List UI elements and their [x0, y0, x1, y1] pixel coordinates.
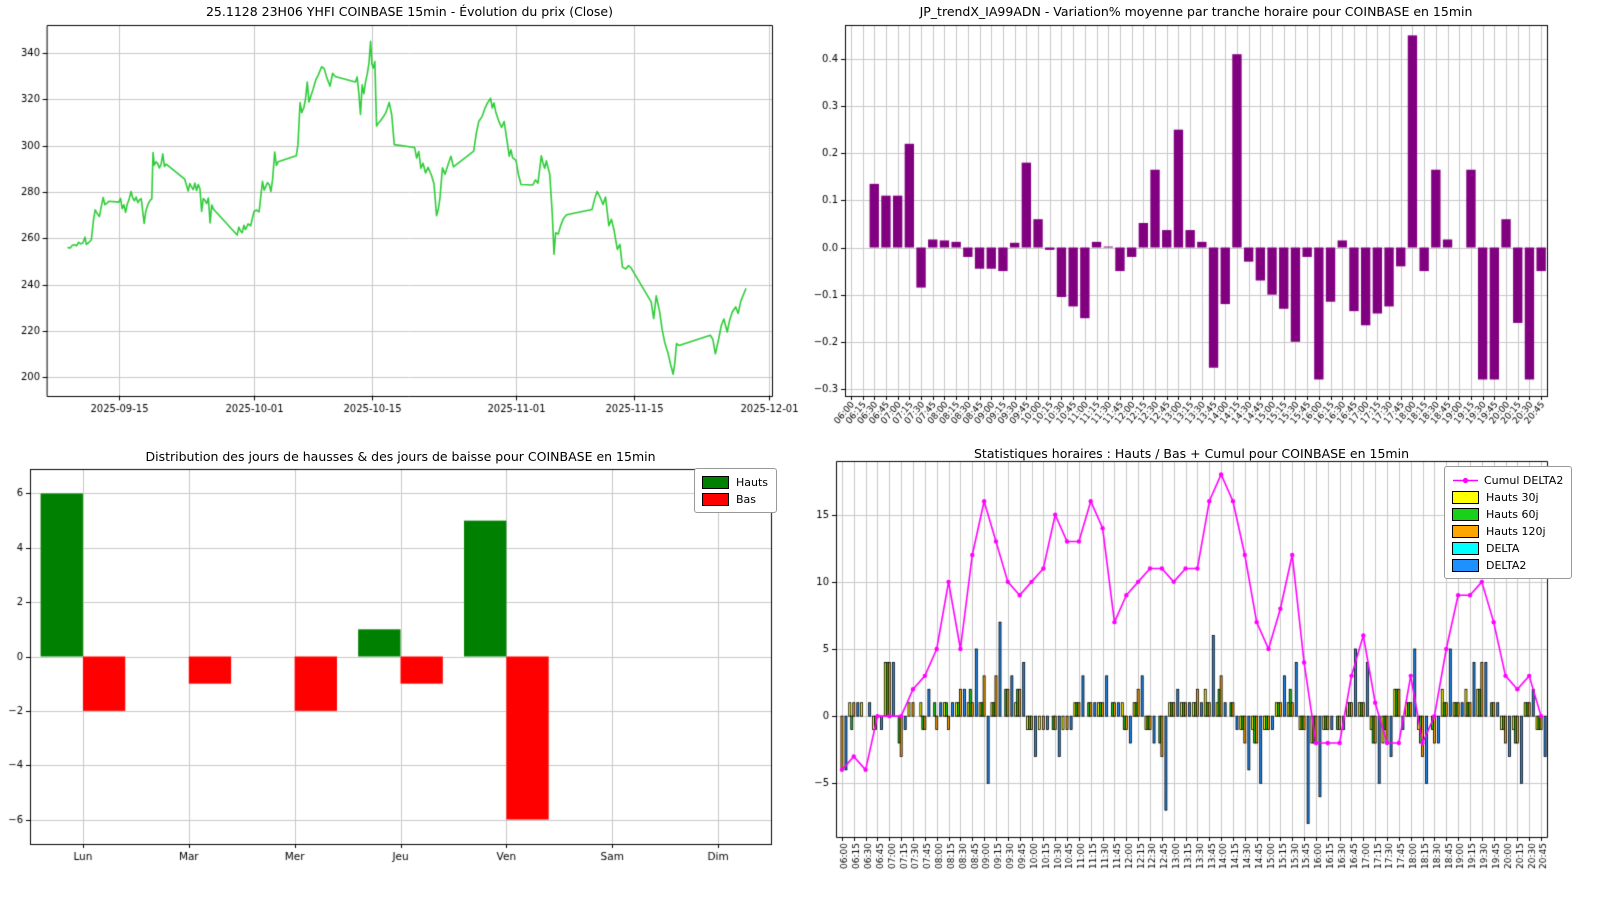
variation-chart-canvas: [800, 0, 1600, 445]
hauts-120j-color-swatch: [1452, 525, 1479, 538]
legend-label-hauts: Hauts: [736, 476, 769, 489]
legend-item-hauts-60j: Hauts 60j: [1452, 506, 1563, 523]
price-chart-canvas: [0, 0, 800, 445]
legend-label-delta2: DELTA2: [1486, 559, 1527, 572]
distribution-chart-canvas: [0, 445, 800, 900]
legend-item-delta: DELTA: [1452, 540, 1563, 557]
hauts-color-swatch: [702, 476, 729, 489]
legend-item-hauts-30j: Hauts 30j: [1452, 489, 1563, 506]
legend-item-hauts: Hauts: [702, 474, 768, 491]
legend-label-cumul-delta2: Cumul DELTA2: [1484, 474, 1564, 487]
legend-item-cumul-delta2: Cumul DELTA2: [1452, 472, 1563, 489]
legend-label-hauts-120j: Hauts 120j: [1486, 525, 1546, 538]
delta2-color-swatch: [1452, 559, 1479, 572]
cumul-line-swatch: [1453, 477, 1478, 484]
stats-legend: Cumul DELTA2 Hauts 30j Hauts 60j Hauts 1…: [1444, 466, 1573, 579]
hauts-60j-color-swatch: [1452, 508, 1479, 521]
legend-label-hauts-30j: Hauts 30j: [1486, 491, 1539, 504]
delta-color-swatch: [1452, 542, 1479, 555]
distribution-legend: Hauts Bas: [694, 468, 778, 513]
hauts-30j-color-swatch: [1452, 491, 1479, 504]
legend-item-hauts-120j: Hauts 120j: [1452, 523, 1563, 540]
legend-item-delta2: DELTA2: [1452, 557, 1563, 574]
legend-label-delta: DELTA: [1486, 542, 1520, 555]
legend-label-hauts-60j: Hauts 60j: [1486, 508, 1539, 521]
legend-item-bas: Bas: [702, 491, 768, 508]
bas-color-swatch: [702, 493, 729, 506]
legend-label-bas: Bas: [736, 493, 757, 506]
